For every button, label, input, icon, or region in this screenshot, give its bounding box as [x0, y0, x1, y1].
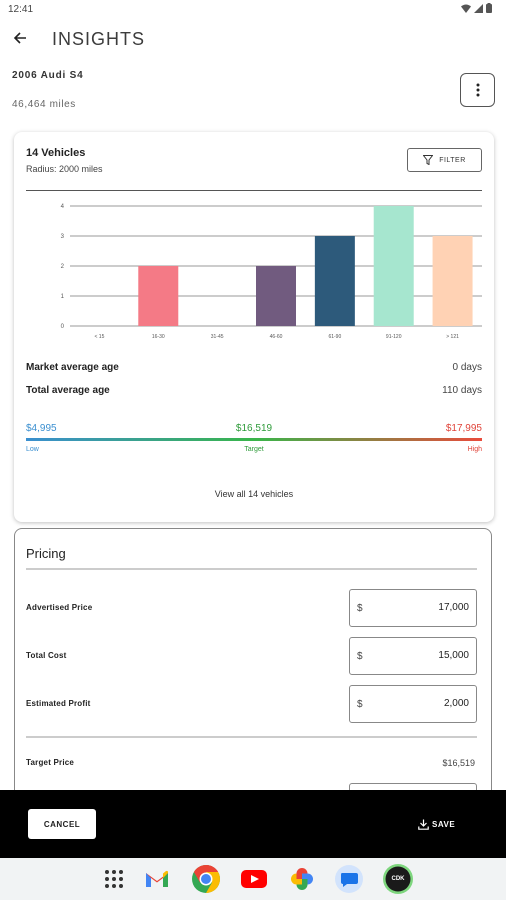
- market-card: 14 Vehicles Radius: 2000 miles FILTER 0 1…: [14, 132, 494, 522]
- total-cost-input[interactable]: $ 15,000: [349, 637, 477, 675]
- vehicle-name: 2006 Audi S4: [12, 70, 84, 81]
- estimated-profit-value: 2,000: [443, 698, 469, 709]
- back-button[interactable]: [8, 26, 32, 50]
- vehicle-mileage: 46,464 miles: [12, 99, 76, 110]
- apps-grid-glyph: [105, 870, 123, 888]
- filter-label: FILTER: [439, 156, 466, 164]
- card-divider: [26, 190, 482, 191]
- pricing-divider: [26, 736, 477, 738]
- estimated-profit-label: Estimated Profit: [26, 699, 91, 708]
- price-target: $16,519: [235, 423, 273, 434]
- currency-prefix: $: [357, 603, 363, 614]
- vehicle-count: 14 Vehicles: [26, 147, 86, 159]
- battery-icon: [486, 3, 492, 13]
- high-caption: High: [467, 446, 482, 453]
- gmail-icon[interactable]: [141, 863, 173, 895]
- x-tick-label: > 121: [446, 334, 459, 340]
- save-label: SAVE: [432, 819, 456, 829]
- gmail-glyph: [146, 870, 168, 887]
- pricing-title: Pricing: [26, 546, 66, 561]
- price-low: $4,995: [26, 423, 57, 434]
- market-average-age-value: 0 days: [452, 362, 482, 373]
- total-cost-value: 15,000: [438, 650, 469, 661]
- filter-icon: [423, 155, 434, 165]
- market-average-age-label: Market average age: [26, 362, 119, 373]
- photos-glyph: [291, 868, 313, 890]
- y-tick-label: 3: [61, 234, 65, 240]
- download-icon: [418, 819, 429, 830]
- action-bar: CANCEL SAVE: [0, 790, 506, 858]
- price-high: $17,995: [445, 423, 482, 434]
- currency-prefix: $: [357, 699, 363, 710]
- price-range-bar: [26, 438, 482, 441]
- youtube-icon[interactable]: [238, 863, 270, 895]
- cancel-button[interactable]: CANCEL: [28, 809, 96, 839]
- messages-glyph: [335, 865, 363, 893]
- total-average-age-label: Total average age: [26, 385, 110, 396]
- x-tick-label: 46-60: [270, 334, 283, 340]
- more-options-button[interactable]: [460, 73, 495, 107]
- bar-5: [314, 236, 355, 326]
- youtube-glyph: [241, 870, 267, 888]
- filter-button[interactable]: FILTER: [407, 148, 482, 172]
- status-time: 12:41: [8, 4, 34, 15]
- page-title: INSIGHTS: [52, 29, 146, 49]
- low-caption: Low: [26, 446, 39, 453]
- age-distribution-chart: 0 1 2 3 4 < 15 16-30 31-45 46-60 61-90 91-120 > 121: [61, 204, 482, 340]
- target-price-label: Target Price: [26, 758, 75, 767]
- pricing-divider: [26, 568, 477, 570]
- bar-7: [432, 236, 473, 326]
- cdk-app-icon[interactable]: CDK: [382, 863, 414, 895]
- signal-icon: [474, 3, 483, 13]
- chrome-glyph: [192, 865, 220, 893]
- radius-text: Radius: 2000 miles: [26, 164, 103, 174]
- more-vertical-icon: [476, 83, 479, 97]
- app-bar: INSIGHTS: [0, 20, 506, 56]
- x-tick-label: 61-90: [328, 334, 341, 340]
- total-average-age-value: 110 days: [442, 385, 482, 396]
- advertised-price-input[interactable]: $ 17,000: [349, 589, 477, 627]
- wifi-icon: [461, 4, 471, 13]
- currency-prefix: $: [357, 651, 363, 662]
- chrome-icon[interactable]: [190, 863, 222, 895]
- bar-4: [256, 266, 296, 326]
- total-cost-label: Total Cost: [26, 651, 67, 660]
- cdk-glyph: [383, 864, 413, 894]
- y-tick-label: 4: [61, 204, 65, 210]
- x-tick-label: 31-45: [211, 334, 224, 340]
- bar-2: [138, 266, 179, 326]
- status-bar: 12:41: [0, 0, 506, 20]
- bar-6: [373, 206, 414, 326]
- advertised-price-label: Advertised Price: [26, 603, 93, 612]
- arrow-back-icon: [13, 32, 26, 44]
- apps-grid-icon[interactable]: [98, 863, 130, 895]
- target-price-value: $16,519: [442, 758, 475, 768]
- advertised-price-value: 17,000: [438, 602, 469, 613]
- target-caption: Target: [244, 446, 264, 453]
- x-tick-label: < 15: [94, 334, 104, 340]
- x-tick-label: 91-120: [386, 334, 402, 340]
- messages-icon[interactable]: [333, 863, 365, 895]
- nav-bar: CDK: [0, 858, 506, 900]
- view-all-vehicles-link[interactable]: View all 14 vehicles: [214, 489, 294, 499]
- y-tick-label: 1: [61, 294, 65, 300]
- cdk-label: CDK: [391, 876, 405, 882]
- save-button[interactable]: SAVE: [418, 814, 455, 834]
- y-tick-label: 0: [61, 324, 65, 330]
- estimated-profit-input[interactable]: $ 2,000: [349, 685, 477, 723]
- y-tick-label: 2: [61, 264, 65, 270]
- status-icons: [461, 3, 492, 13]
- x-tick-label: 16-30: [152, 334, 165, 340]
- photos-icon[interactable]: [286, 863, 318, 895]
- pricing-card: Pricing Advertised Price $ 17,000 Total …: [14, 528, 492, 828]
